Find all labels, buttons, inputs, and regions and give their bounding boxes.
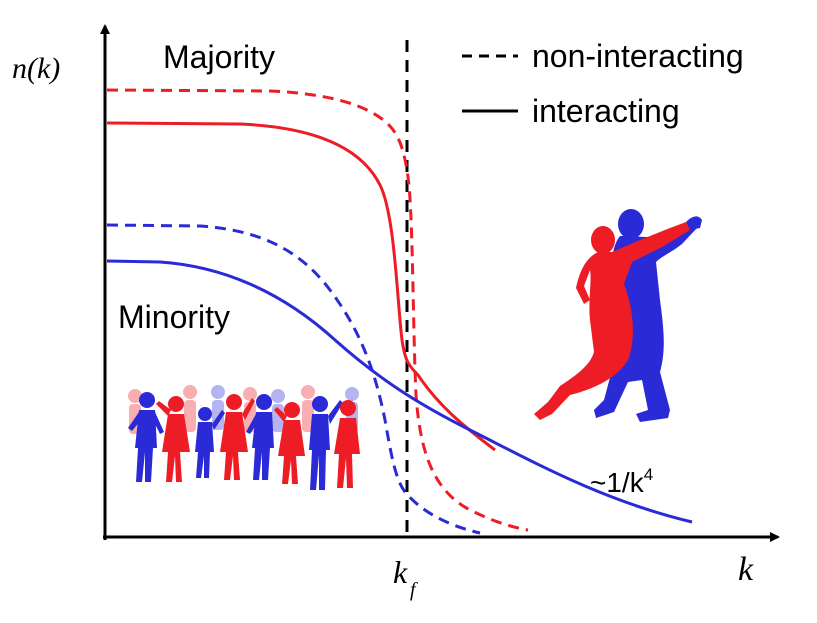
- legend-dashed-label: non-interacting: [532, 38, 744, 74]
- fermi-momentum-label: k: [393, 554, 408, 590]
- minority-label: Minority: [118, 299, 230, 335]
- minority-non-interacting-curve: [106, 223, 481, 535]
- x-axis-label: k: [738, 551, 754, 588]
- fermi-momentum-subscript: f: [410, 579, 418, 601]
- tail-label-base: ~1/k: [590, 467, 645, 498]
- tango-couple-icon: [534, 209, 702, 422]
- tail-label-exponent: 4: [644, 465, 653, 484]
- majority-non-interacting-curve: [106, 88, 529, 532]
- legend-solid-label: interacting: [532, 93, 680, 129]
- majority-interacting-curve: [106, 121, 496, 452]
- majority-label: Majority: [163, 39, 275, 75]
- y-axis-label: n(k): [12, 52, 60, 85]
- minority-interacting-curve: [106, 259, 693, 524]
- crowd-of-dancers-icon: [128, 385, 360, 490]
